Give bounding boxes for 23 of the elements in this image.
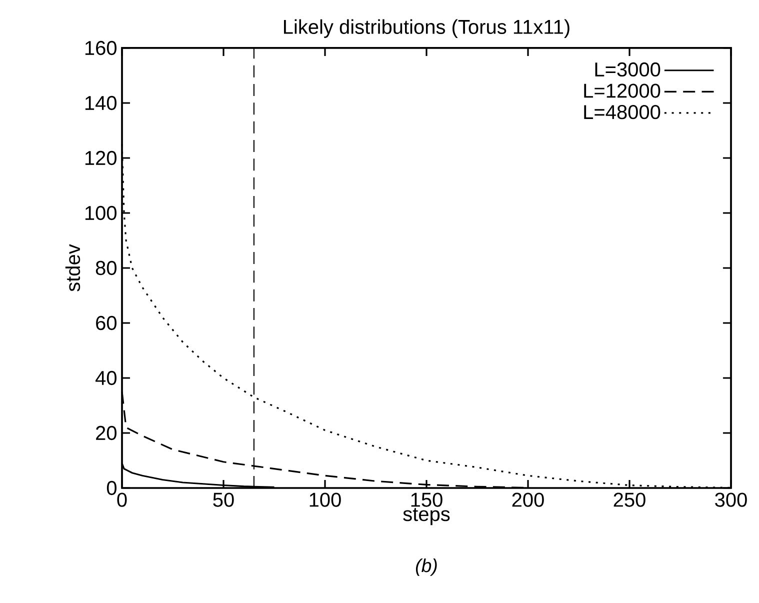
text: (b) — [416, 558, 437, 576]
x-tick-label: 200 — [512, 492, 544, 507]
y-tick-label: 100 — [85, 206, 116, 220]
x-tick-label: 0 — [117, 492, 127, 507]
x-tick-label: 300 — [715, 492, 747, 507]
x-tick-label: 250 — [614, 492, 646, 507]
y-axis-title: stdev — [65, 244, 80, 292]
y-tick-label: 160 — [85, 40, 116, 56]
x-tick-label: 50 — [213, 492, 234, 507]
x-tick-label: 150 — [411, 492, 442, 507]
legend-label: L=48000 — [584, 104, 660, 120]
y-tick-label: 140 — [85, 96, 116, 110]
x-axis-title: steps — [403, 508, 450, 526]
y-tick-label: 60 — [96, 316, 116, 330]
y-tick-label: 0 — [106, 480, 116, 496]
x-tick-label: 100 — [310, 492, 341, 507]
y-tick-label: 120 — [85, 150, 116, 166]
y-tick-label: 80 — [96, 260, 116, 276]
legend-label: L=12000 — [584, 84, 660, 98]
y-tick-label: 20 — [96, 426, 116, 440]
chart-title: Likely distributions (Torus 11x11) — [284, 19, 570, 38]
y-tick-label: 40 — [96, 370, 116, 386]
legend-label: L=3000 — [595, 62, 660, 77]
